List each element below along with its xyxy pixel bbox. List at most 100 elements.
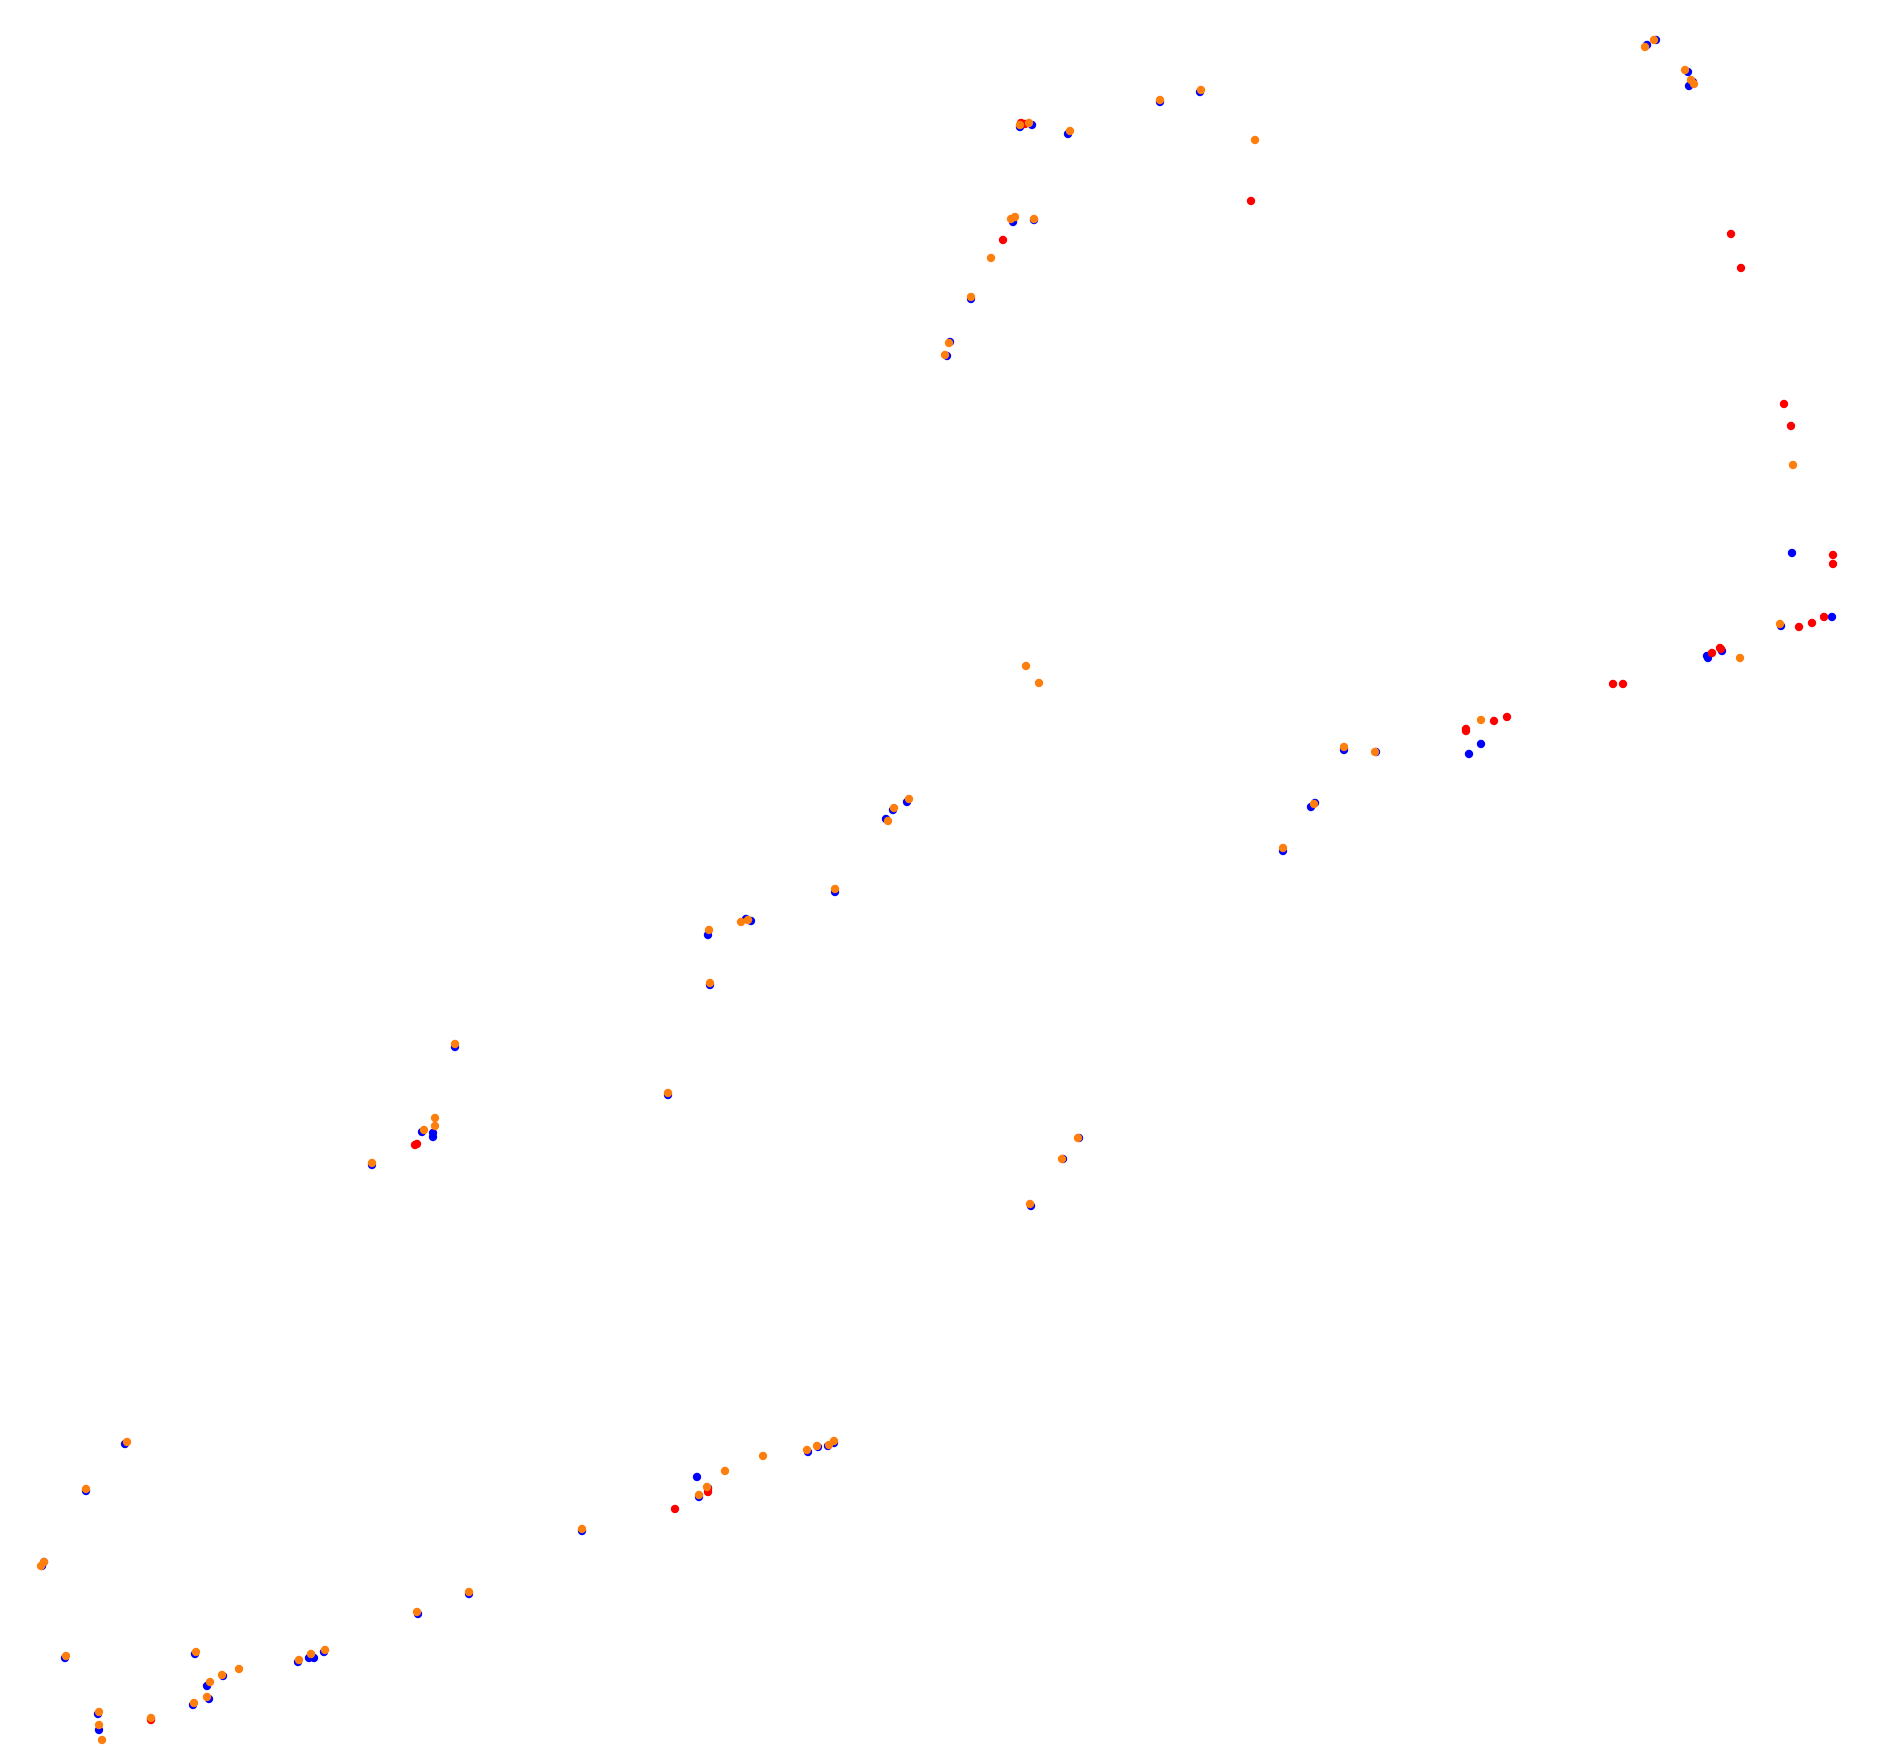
data-point bbox=[205, 1677, 215, 1687]
data-point bbox=[758, 1451, 768, 1461]
data-point bbox=[702, 1482, 712, 1492]
data-point bbox=[1608, 679, 1618, 689]
data-point bbox=[1246, 196, 1256, 206]
data-point bbox=[320, 1645, 330, 1655]
data-point bbox=[1196, 85, 1206, 95]
data-point bbox=[1502, 712, 1512, 722]
data-point bbox=[1057, 1154, 1067, 1164]
data-point bbox=[694, 1490, 704, 1500]
data-point bbox=[812, 1441, 822, 1451]
data-point bbox=[704, 925, 714, 935]
data-point bbox=[1476, 715, 1486, 725]
data-point bbox=[1788, 460, 1798, 470]
data-point bbox=[1464, 749, 1474, 759]
series-0 bbox=[37, 35, 1837, 1735]
data-point bbox=[670, 1504, 680, 1514]
data-point bbox=[217, 1670, 227, 1680]
data-point bbox=[146, 1713, 156, 1723]
data-point bbox=[830, 884, 840, 894]
data-point bbox=[705, 978, 715, 988]
series-2 bbox=[36, 35, 1798, 1745]
data-point bbox=[122, 1437, 132, 1447]
data-point bbox=[1726, 229, 1736, 239]
data-point bbox=[1250, 135, 1260, 145]
data-point bbox=[430, 1113, 440, 1123]
data-point bbox=[1065, 126, 1075, 136]
data-point bbox=[428, 1132, 438, 1142]
data-point bbox=[1489, 716, 1499, 726]
data-point bbox=[889, 803, 899, 813]
data-point bbox=[1828, 550, 1838, 560]
data-point bbox=[61, 1651, 71, 1661]
data-point bbox=[1716, 644, 1726, 654]
data-point bbox=[306, 1649, 316, 1659]
data-point bbox=[720, 1466, 730, 1476]
data-point bbox=[1775, 619, 1785, 629]
data-point bbox=[1779, 399, 1789, 409]
data-point bbox=[1640, 42, 1650, 52]
data-point bbox=[1370, 747, 1380, 757]
data-point bbox=[202, 1692, 212, 1702]
data-point bbox=[1787, 548, 1797, 558]
data-point bbox=[1828, 559, 1838, 569]
series-1 bbox=[146, 118, 1838, 1725]
data-point bbox=[464, 1587, 474, 1597]
data-point bbox=[1680, 65, 1690, 75]
data-point bbox=[1618, 679, 1628, 689]
data-point bbox=[81, 1484, 91, 1494]
data-point bbox=[1827, 612, 1837, 622]
data-point bbox=[1476, 739, 1486, 749]
data-point bbox=[1278, 843, 1288, 853]
data-point bbox=[1015, 120, 1025, 130]
data-point bbox=[883, 816, 893, 826]
data-point bbox=[940, 350, 950, 360]
data-point bbox=[367, 1158, 377, 1168]
data-point bbox=[1807, 618, 1817, 628]
data-point bbox=[1649, 35, 1659, 45]
data-point bbox=[829, 1436, 839, 1446]
data-point bbox=[189, 1698, 199, 1708]
data-point bbox=[1155, 95, 1165, 105]
data-point bbox=[692, 1472, 702, 1482]
data-point bbox=[1029, 214, 1039, 224]
data-point bbox=[430, 1121, 440, 1131]
data-point bbox=[998, 235, 1008, 245]
data-point bbox=[802, 1445, 812, 1455]
data-point bbox=[97, 1735, 107, 1745]
data-point bbox=[419, 1125, 429, 1135]
data-point bbox=[1339, 742, 1349, 752]
data-point bbox=[1073, 1133, 1083, 1143]
data-point bbox=[1006, 214, 1016, 224]
data-point bbox=[577, 1524, 587, 1534]
data-point bbox=[1689, 79, 1699, 89]
data-point bbox=[94, 1720, 104, 1730]
data-point bbox=[1735, 653, 1745, 663]
data-point bbox=[743, 915, 753, 925]
data-point bbox=[1794, 622, 1804, 632]
data-point bbox=[736, 917, 746, 927]
data-point bbox=[663, 1088, 673, 1098]
data-point bbox=[1309, 799, 1319, 809]
data-point bbox=[1819, 612, 1829, 622]
data-point bbox=[1786, 421, 1796, 431]
data-point bbox=[234, 1664, 244, 1674]
data-point bbox=[294, 1655, 304, 1665]
data-point bbox=[944, 338, 954, 348]
data-point bbox=[1736, 263, 1746, 273]
data-point bbox=[1021, 661, 1031, 671]
data-point bbox=[1034, 678, 1044, 688]
data-point bbox=[1461, 724, 1471, 734]
data-point bbox=[94, 1707, 104, 1717]
data-point bbox=[412, 1139, 422, 1149]
data-point bbox=[412, 1607, 422, 1617]
data-point bbox=[986, 253, 996, 263]
series-layer bbox=[36, 35, 1838, 1745]
data-point bbox=[191, 1647, 201, 1657]
data-point bbox=[966, 292, 976, 302]
data-point bbox=[450, 1039, 460, 1049]
data-point bbox=[1024, 118, 1034, 128]
data-point bbox=[36, 1561, 46, 1571]
data-point bbox=[1707, 648, 1717, 658]
data-point bbox=[1025, 1199, 1035, 1209]
